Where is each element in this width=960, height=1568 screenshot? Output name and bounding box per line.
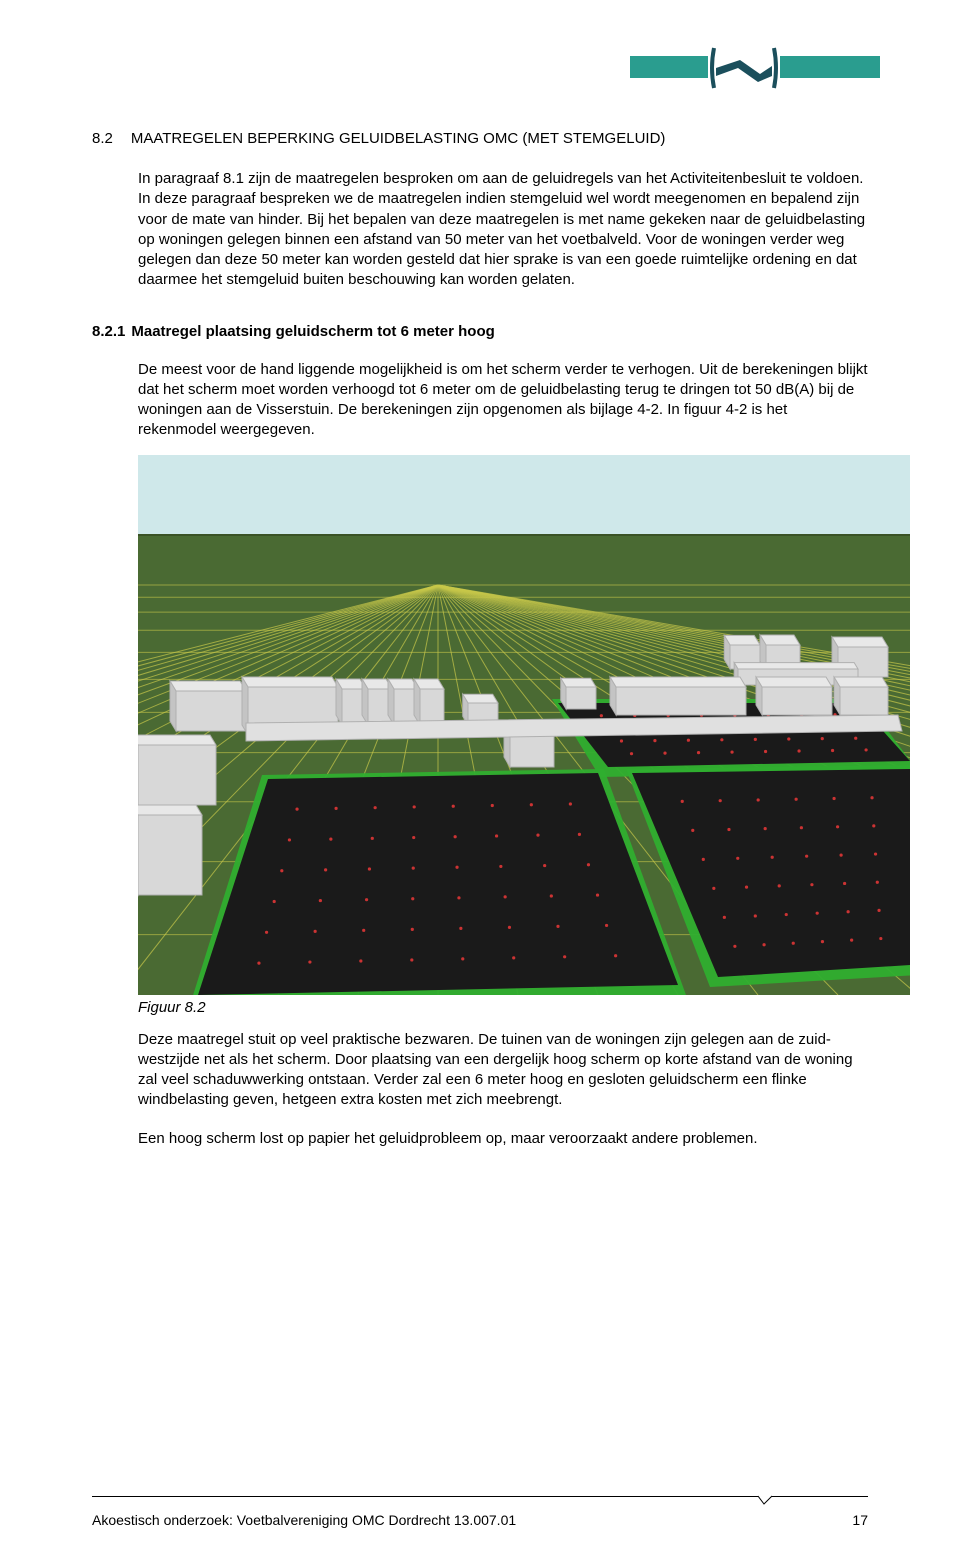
page-content: 8.2 MAATREGELEN BEPERKING GELUIDBELASTIN… [0,0,960,1149]
footer-title: Akoestisch onderzoek: Voetbalvereniging … [92,1512,516,1528]
page-footer: Akoestisch onderzoek: Voetbalvereniging … [92,1488,868,1528]
subsection-heading: 8.2.1 Maatregel plaatsing geluidscherm t… [92,323,868,340]
subsection-title: Maatregel plaatsing geluidscherm tot 6 m… [131,323,494,340]
section-number: 8.2 [92,130,113,147]
section-heading: 8.2 MAATREGELEN BEPERKING GELUIDBELASTIN… [92,130,868,147]
subsection-body: De meest voor de hand liggende mogelijkh… [138,360,868,441]
section-title: MAATREGELEN BEPERKING GELUIDBELASTING OM… [131,130,666,147]
footer-rule [92,1496,868,1497]
section-body: In paragraaf 8.1 zijn de maatregelen bes… [138,169,868,291]
paragraph-after-1: Deze maatregel stuit op veel praktische … [138,1030,868,1111]
figure-caption: Figuur 8.2 [138,999,868,1016]
footer-page-number: 17 [852,1512,868,1528]
figure-3d-model [138,455,910,995]
paragraph-after-2: Een hoog scherm lost op papier het gelui… [138,1129,868,1149]
subsection-number: 8.2.1 [92,323,125,340]
company-logo [630,38,880,98]
footer-notch-icon [758,1488,778,1506]
